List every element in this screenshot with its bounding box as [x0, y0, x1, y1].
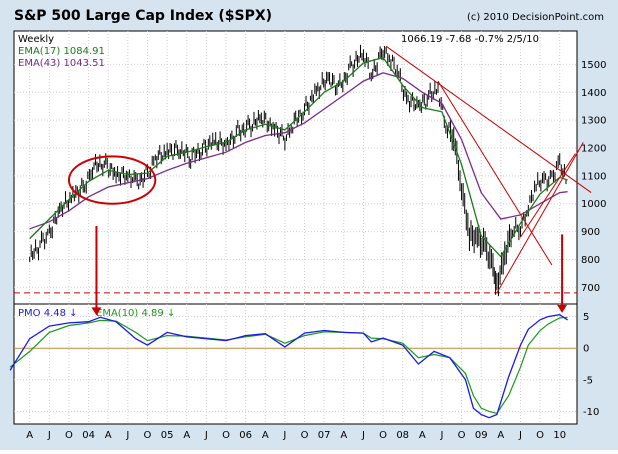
annotations-group: [67, 155, 568, 316]
price-legend: EMA(17) 1084.91 EMA(43) 1043.51: [18, 46, 105, 69]
pmo-axis: -10 -5 0 5: [583, 312, 599, 418]
pmo-ema-legend-arrow: ↓: [167, 308, 175, 319]
x-tick-label: J: [47, 430, 51, 441]
price-axis: 700 800 900 1000 1100 1200 1300 1400 1500: [581, 60, 606, 294]
pmo-tick-label: 5: [583, 312, 589, 323]
x-tick-label: O: [222, 430, 230, 441]
price-grid: [14, 31, 577, 304]
highlight-ellipse: [67, 155, 157, 205]
x-tick-label: A: [105, 430, 112, 441]
period-label: Weekly: [18, 34, 54, 45]
x-tick-label: O: [144, 430, 152, 441]
ema17-legend-name: EMA(17): [18, 46, 60, 57]
pmo-ema-legend-name: EMA(10): [96, 308, 138, 319]
ema17-legend: EMA(17) 1084.91: [18, 46, 105, 57]
x-tick-label: O: [458, 430, 466, 441]
x-tick-label: O: [536, 430, 544, 441]
x-tick-label: A: [183, 430, 190, 441]
pmo-legend: PMO 4.48 ↓ EMA(10) 4.89 ↓: [18, 308, 175, 319]
price-tick-label: 1200: [581, 144, 606, 155]
price-tick-label: 800: [581, 255, 600, 266]
price-tick-label: 700: [581, 283, 600, 294]
pmo-tick-label: -5: [583, 375, 593, 386]
x-tick-label: J: [518, 430, 522, 441]
quote-readout: 1066.19 -7.68 -0.7% 2/5/10: [401, 34, 539, 45]
price-series-group: [14, 44, 592, 297]
x-tick-label: A: [419, 430, 426, 441]
price-tick-label: 1400: [581, 88, 606, 99]
pmo-tick-label: 0: [583, 344, 589, 355]
price-tick-label: 1100: [581, 171, 606, 182]
price-tick-label: 1000: [581, 199, 606, 210]
x-tick-label: 08: [396, 430, 409, 441]
trendline: [437, 80, 553, 266]
signal-arrow-head: [557, 304, 568, 313]
pmo-legend-arrow: ↓: [69, 308, 77, 319]
trendline: [385, 45, 592, 193]
ema43-legend-name: EMA(43): [18, 58, 60, 69]
x-tick-label: A: [497, 430, 504, 441]
price-tick-label: 1500: [581, 60, 606, 71]
pmo-legend-name: PMO: [18, 308, 41, 319]
x-tick-label: J: [282, 430, 286, 441]
trendline: [496, 142, 584, 294]
ema17-legend-value: 1084.91: [64, 46, 105, 57]
copyright-text: (c) 2010 DecisionPoint.com: [467, 12, 604, 23]
ema43-line: [29, 72, 568, 230]
pmo-ema-legend-value: 4.89: [142, 308, 164, 319]
pmo-legend: PMO 4.48 ↓: [18, 308, 78, 319]
pmo-panel: [13, 303, 578, 425]
x-tick-label: 09: [475, 430, 488, 441]
x-tick-label: O: [379, 430, 387, 441]
x-tick-label: 10: [553, 430, 566, 441]
x-tick-label: J: [125, 430, 129, 441]
x-tick-label: O: [65, 430, 73, 441]
x-tick-label: A: [26, 430, 33, 441]
x-tick-label: O: [301, 430, 309, 441]
x-tick-label: A: [262, 430, 269, 441]
x-tick-label: 05: [161, 430, 174, 441]
ema17-line: [29, 56, 568, 258]
x-tick-label: 06: [239, 430, 252, 441]
x-tick-label: A: [340, 430, 347, 441]
trendline: [520, 153, 576, 238]
pmo-grid: [14, 304, 577, 424]
pmo-ema-legend: EMA(10) 4.89 ↓: [96, 308, 175, 319]
pmo-legend-value: 4.48: [44, 308, 66, 319]
price-tick-label: 900: [581, 227, 600, 238]
pmo-series-group: [9, 314, 577, 419]
price-tick-label: 1300: [581, 116, 606, 127]
x-tick-label: J: [204, 430, 208, 441]
x-tick-label: 07: [318, 430, 331, 441]
chart-title: S&P 500 Large Cap Index ($SPX): [14, 8, 272, 24]
pmo-line: [9, 314, 568, 419]
x-tick-label: 04: [82, 430, 95, 441]
x-tick-label: J: [439, 430, 443, 441]
x-axis: A J O 04 A J O 05 A J O 06 A J O 07 A J O 08 A J O 09 A J O 10: [26, 430, 566, 441]
x-tick-label: J: [361, 430, 365, 441]
pmo-tick-label: -10: [583, 407, 599, 418]
ema43-legend-value: 1043.51: [64, 58, 105, 69]
signal-arrow-head: [91, 307, 102, 316]
ema43-legend: EMA(43) 1043.51: [18, 58, 105, 69]
